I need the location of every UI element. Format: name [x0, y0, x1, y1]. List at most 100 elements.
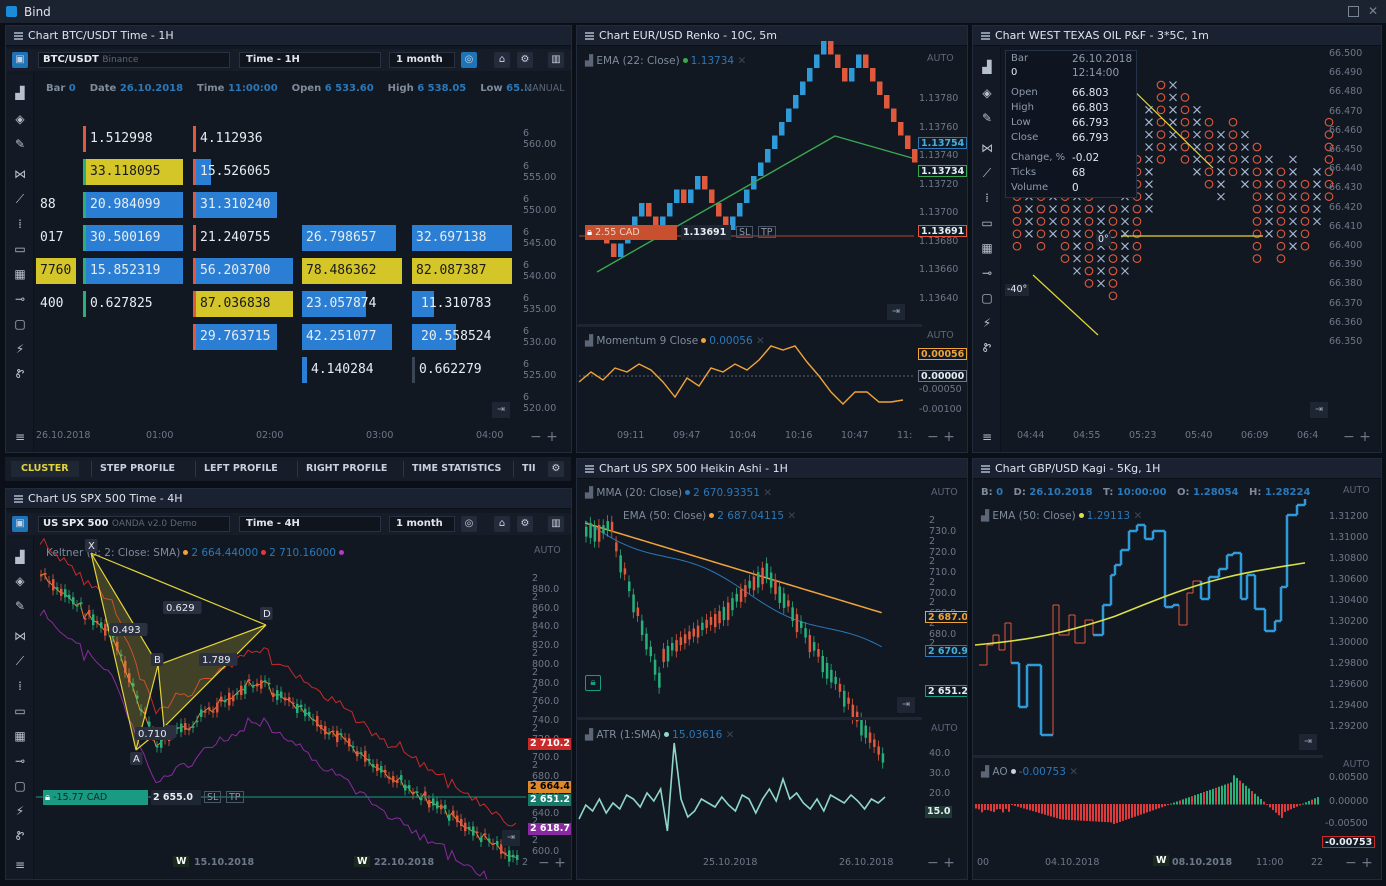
- panel-layout-icon[interactable]: ▥: [548, 52, 564, 68]
- maximize-icon[interactable]: [1348, 6, 1359, 17]
- period-selector[interactable]: 1 month: [389, 516, 455, 532]
- pane-splitter[interactable]: [973, 755, 1323, 758]
- tab-right-profile[interactable]: RIGHT PROFILE: [297, 461, 387, 477]
- period-selector[interactable]: 1 month: [389, 52, 455, 68]
- line-icon[interactable]: ⟋: [15, 654, 25, 668]
- timeframe-selector[interactable]: Time - 4H: [239, 516, 381, 532]
- tab-settings-icon[interactable]: ⚙: [548, 461, 564, 477]
- indicator-legend[interactable]: ▟ EMA (50: Close) 1.29113 ✕: [981, 510, 1143, 522]
- stop-loss-button[interactable]: SL: [204, 791, 222, 803]
- text-icon[interactable]: Ꮡ: [982, 341, 992, 355]
- mouse-icon[interactable]: ⌂: [494, 52, 510, 68]
- settings-icon[interactable]: ⚙: [517, 516, 533, 532]
- order-pl-badge[interactable]: 🔒︎ -15.77 CAD: [43, 790, 148, 805]
- indicator-legend[interactable]: Keltner (5: 2: Close: SMA) 2 664.44000 2 7…: [46, 547, 347, 559]
- pane-splitter[interactable]: [577, 717, 922, 720]
- horizontal-line-icon[interactable]: ⊸: [14, 754, 26, 768]
- rectangle-icon[interactable]: ▢: [14, 317, 26, 331]
- layout-icon[interactable]: ▣: [12, 52, 28, 68]
- pattern-icon[interactable]: ⋈: [14, 167, 26, 181]
- take-profit-button[interactable]: TP: [226, 791, 244, 803]
- horizontal-line-icon[interactable]: ⊸: [981, 266, 993, 280]
- bar-chart-icon[interactable]: ▟: [15, 86, 25, 100]
- sub-scale-mode[interactable]: AUTO: [931, 723, 958, 734]
- order-price[interactable]: 1.13691: [681, 225, 731, 240]
- magnet-icon[interactable]: ⚡: [15, 342, 25, 356]
- menu-icon[interactable]: ≡: [14, 430, 26, 444]
- pane-splitter[interactable]: [577, 324, 922, 327]
- grid-tool-icon[interactable]: ▦: [14, 267, 26, 281]
- ao-legend[interactable]: ▟ AO -0.00753 ✕: [981, 766, 1079, 778]
- lock-icon[interactable]: 🔒︎: [585, 675, 601, 691]
- scroll-end-icon[interactable]: ⇥: [897, 697, 915, 713]
- tab-time-statistics[interactable]: TIME STATISTICS: [403, 461, 501, 477]
- grid-tool-icon[interactable]: ▦: [981, 241, 993, 255]
- tab-cluster[interactable]: CLUSTER: [11, 461, 79, 477]
- order-pl-badge[interactable]: 🔒︎ 2.55 CAD: [585, 225, 677, 240]
- line-icon[interactable]: ⟋: [15, 192, 25, 206]
- momentum-legend[interactable]: ▟ Momentum 9 Close 0.00056 ✕: [585, 335, 765, 347]
- layout-icon[interactable]: ▣: [12, 516, 28, 532]
- pattern-icon[interactable]: ⋈: [981, 141, 993, 155]
- atr-legend[interactable]: ▟ ATR (1:SMA) 15.03616 ✕: [585, 729, 735, 741]
- close-icon[interactable]: ✕: [1368, 4, 1379, 18]
- scroll-end-icon[interactable]: ⇥: [1299, 734, 1317, 750]
- magnet-icon[interactable]: ⚡: [15, 804, 25, 818]
- layers-icon[interactable]: ◈: [15, 112, 25, 126]
- mouse-icon[interactable]: ⌂: [494, 516, 510, 532]
- scale-mode[interactable]: AUTO: [931, 487, 958, 498]
- order-price[interactable]: 2 655.0: [151, 790, 201, 805]
- zoom-controls[interactable]: − +: [1345, 855, 1373, 871]
- scroll-end-icon[interactable]: ⇥: [1310, 402, 1328, 418]
- pencil-icon[interactable]: ✎: [14, 137, 26, 151]
- sub-scale-mode[interactable]: AUTO: [927, 330, 954, 341]
- indicator-legend[interactable]: ▟ MMA (20: Close) 2 670.93351 ✕: [585, 487, 773, 499]
- chart-mode-icon[interactable]: ◎: [461, 516, 477, 532]
- rectangle-icon[interactable]: ▢: [14, 779, 26, 793]
- scroll-end-icon[interactable]: ⇥: [502, 830, 520, 846]
- zoom-controls[interactable]: − +: [927, 429, 955, 445]
- bar-chart-icon[interactable]: ▟: [15, 550, 25, 564]
- bar-chart-icon[interactable]: ▟: [982, 60, 992, 74]
- line-icon[interactable]: ⟋: [982, 166, 992, 180]
- zoom-controls[interactable]: − +: [927, 855, 955, 871]
- scale-mode[interactable]: AUTO: [1343, 485, 1370, 496]
- pencil-icon[interactable]: ✎: [981, 111, 993, 125]
- ruler-icon[interactable]: ▭: [14, 704, 26, 718]
- zoom-controls[interactable]: − +: [1343, 429, 1371, 445]
- pencil-icon[interactable]: ✎: [14, 599, 26, 613]
- menu-icon[interactable]: ≡: [14, 858, 26, 872]
- pattern-icon[interactable]: ⋈: [14, 629, 26, 643]
- stop-loss-button[interactable]: SL: [736, 226, 754, 238]
- sub-scale-mode[interactable]: AUTO: [1343, 759, 1370, 770]
- scale-mode[interactable]: AUTO: [534, 545, 561, 556]
- scroll-end-icon[interactable]: ⇥: [887, 304, 905, 320]
- rectangle-icon[interactable]: ▢: [981, 291, 993, 305]
- grid-tool-icon[interactable]: ▦: [14, 729, 26, 743]
- panel-layout-icon[interactable]: ▥: [548, 516, 564, 532]
- timeframe-selector[interactable]: Time - 1H: [239, 52, 381, 68]
- chart-mode-icon[interactable]: ◎: [461, 52, 477, 68]
- zoom-controls[interactable]: − +: [538, 855, 566, 871]
- horizontal-line-icon[interactable]: ⊸: [14, 292, 26, 306]
- tab-more[interactable]: TII: [513, 461, 536, 477]
- vertical-line-icon[interactable]: ⁞: [18, 217, 22, 231]
- tab-step-profile[interactable]: STEP PROFILE: [91, 461, 175, 477]
- scale-mode[interactable]: MANUAL: [524, 83, 565, 94]
- indicator-legend[interactable]: EMA (50: Close) 2 687.04115 ✕: [623, 510, 797, 522]
- menu-icon[interactable]: ≡: [981, 430, 993, 444]
- layers-icon[interactable]: ◈: [982, 86, 992, 100]
- indicator-legend[interactable]: ▟ EMA (22: Close) 1.13734 ✕: [585, 55, 747, 67]
- ruler-icon[interactable]: ▭: [14, 242, 26, 256]
- layers-icon[interactable]: ◈: [15, 574, 25, 588]
- settings-icon[interactable]: ⚙: [517, 52, 533, 68]
- symbol-selector[interactable]: US SPX 500 OANDA v2.0 Demo: [38, 516, 230, 532]
- tab-left-profile[interactable]: LEFT PROFILE: [195, 461, 278, 477]
- text-icon[interactable]: Ꮡ: [15, 367, 25, 381]
- vertical-line-icon[interactable]: ⁞: [18, 679, 22, 693]
- vertical-line-icon[interactable]: ⁞: [985, 191, 989, 205]
- scroll-end-icon[interactable]: ⇥: [492, 402, 510, 418]
- scale-mode[interactable]: AUTO: [927, 53, 954, 64]
- text-icon[interactable]: Ꮡ: [15, 829, 25, 843]
- ruler-icon[interactable]: ▭: [981, 216, 993, 230]
